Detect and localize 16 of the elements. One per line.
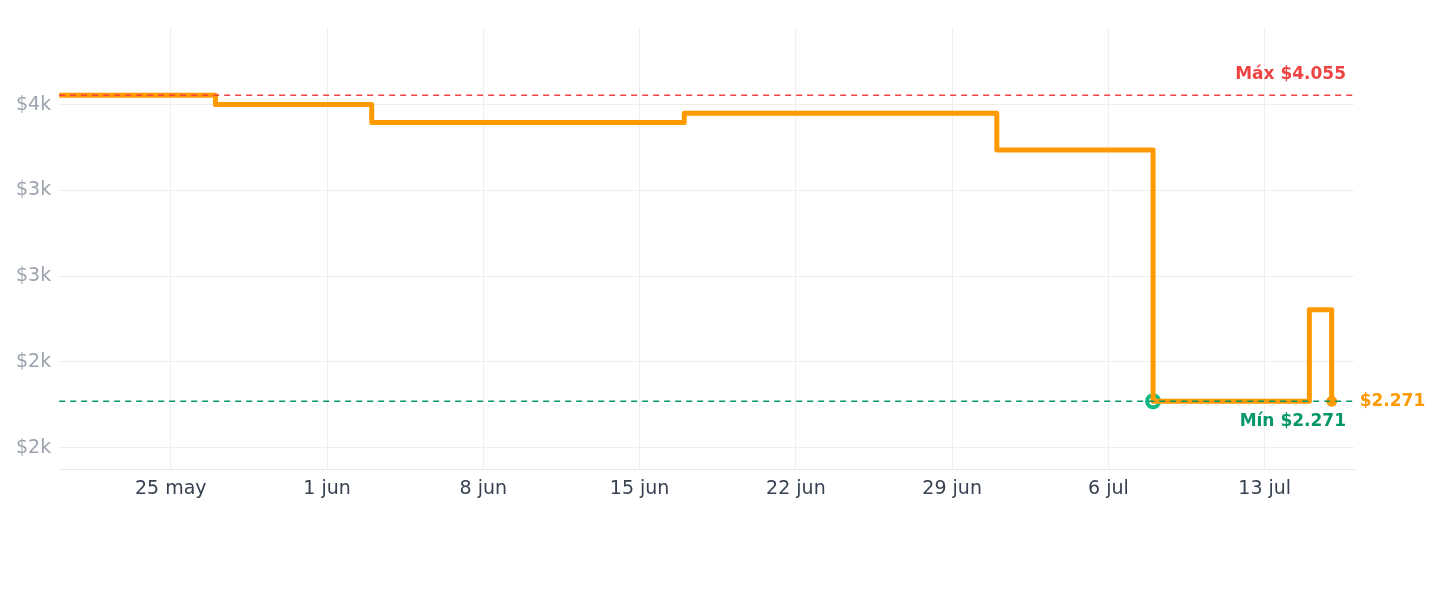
x-tick-label: 1 jun (303, 475, 351, 498)
y-tick-label: $4k (15, 91, 52, 114)
y-tick-label: $3k (15, 263, 52, 286)
x-tick-label: 29 jun (922, 475, 982, 498)
y-tick-label: $2k (15, 434, 52, 457)
ref-line-label: Mín $2.271 (1239, 410, 1346, 431)
y-tick-label: $3k (15, 177, 52, 200)
x-tick-label: 13 jul (1238, 475, 1292, 498)
x-tick-label: 22 jun (766, 475, 826, 498)
y-tick-label: $2k (15, 348, 52, 371)
x-tick-label: 8 jun (459, 475, 508, 498)
annotation: $2.271 (1359, 389, 1426, 410)
ref-line-label: Máx $4.055 (1235, 63, 1346, 84)
x-tick-label: 15 jun (609, 475, 670, 498)
x-tick-label: 25 may (134, 475, 207, 498)
x-tick-label: 6 jul (1088, 475, 1129, 498)
